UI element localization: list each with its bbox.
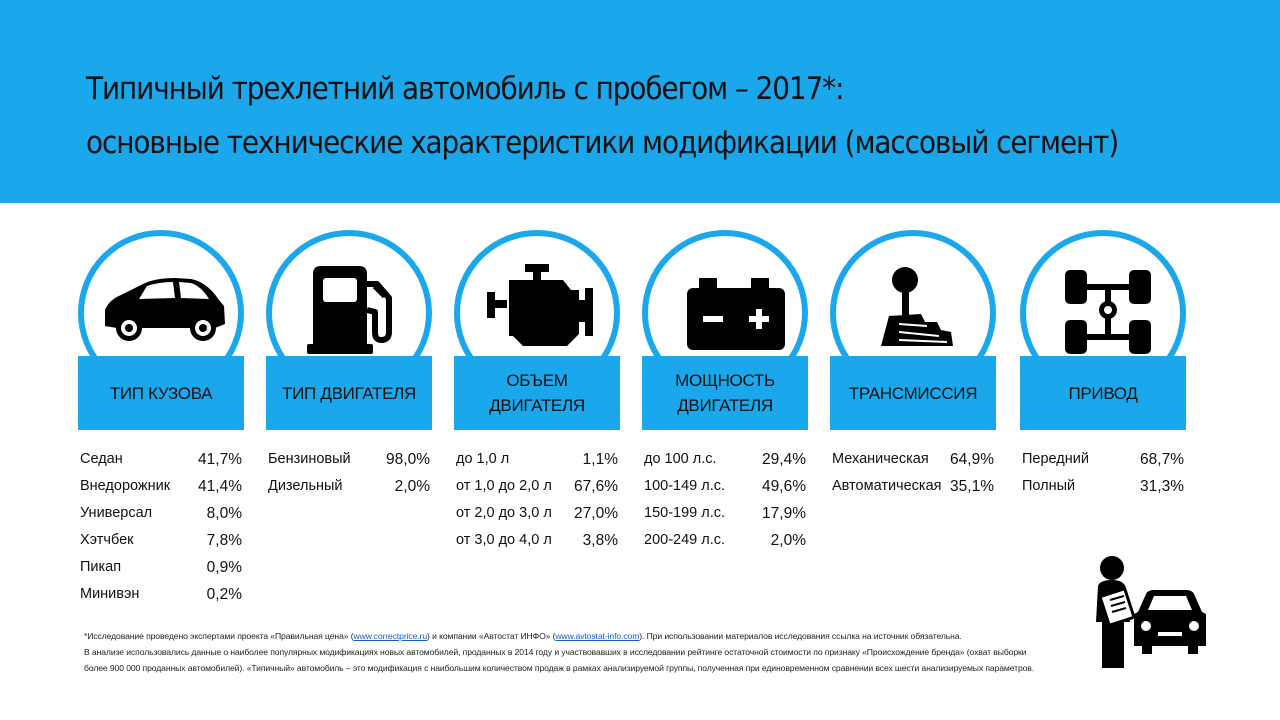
- footnote-line-3: более 900 000 проданных автомобилей). «Т…: [84, 663, 1035, 673]
- list-item: Пикап 0,9%: [80, 554, 242, 581]
- item-name: 150-199 л.с.: [644, 505, 726, 521]
- item-value: 49,6%: [762, 478, 806, 495]
- list-item: от 1,0 до 2,0 л 67,6%: [456, 473, 618, 500]
- list-item: Передний 68,7%: [1022, 446, 1184, 473]
- list-item: Полный 31,3%: [1022, 473, 1184, 500]
- item-value: 41,4%: [198, 478, 242, 495]
- list-item: Универсал 8,0%: [80, 500, 242, 527]
- item-name: от 1,0 до 2,0 л: [456, 478, 552, 494]
- list-item: 150-199 л.с. 17,9%: [644, 500, 806, 527]
- value-list: до 1,0 л 1,1% от 1,0 до 2,0 л 67,6% от 2,0…: [456, 446, 618, 554]
- list-item: 200-249 л.с. 2,0%: [644, 527, 806, 554]
- item-value: 2,0%: [394, 478, 430, 495]
- list-item: Автоматическая 35,1%: [832, 473, 994, 500]
- item-name: Дизельный: [268, 478, 343, 494]
- column-label: ОБЪЕМ ДВИГАТЕЛЯ: [454, 356, 620, 430]
- item-name: Пикап: [80, 559, 122, 575]
- list-item: 100-149 л.с. 49,6%: [644, 473, 806, 500]
- item-name: от 2,0 до 3,0 л: [456, 505, 552, 521]
- battery-icon: [687, 278, 785, 350]
- list-item: от 2,0 до 3,0 л 27,0%: [456, 500, 618, 527]
- column-label: МОЩНОСТЬ ДВИГАТЕЛЯ: [642, 356, 808, 430]
- list-item: Хэтчбек 7,8%: [80, 527, 242, 554]
- value-list: Бензиновый 98,0% Дизельный 2,0%: [268, 446, 430, 500]
- list-item: Механическая 64,9%: [832, 446, 994, 473]
- column-label: ТИП ДВИГАТЕЛЯ: [266, 356, 432, 430]
- item-value: 68,7%: [1140, 451, 1184, 468]
- item-name: до 100 л.с.: [644, 451, 717, 467]
- footnote-text: *Исследование проведено экспертами проек…: [84, 631, 354, 641]
- item-value: 27,0%: [574, 505, 618, 522]
- item-name: Передний: [1022, 451, 1089, 467]
- footnote-text: ). При использовании материалов исследов…: [639, 631, 962, 641]
- item-value: 7,8%: [206, 532, 242, 549]
- item-name: Полный: [1022, 478, 1076, 494]
- header-banner: Типичный трехлетний автомобиль с пробего…: [0, 0, 1280, 203]
- page-title: Типичный трехлетний автомобиль с пробего…: [86, 62, 1119, 170]
- drivetrain-icon: [1065, 270, 1151, 354]
- item-value: 41,7%: [198, 451, 242, 468]
- fuel-pump-icon: [307, 266, 392, 354]
- value-list: Механическая 64,9% Автоматическая 35,1%: [832, 446, 994, 500]
- value-list: до 100 л.с. 29,4% 100-149 л.с. 49,6% 150-1…: [644, 446, 806, 554]
- item-value: 35,1%: [950, 478, 994, 495]
- column-label: ПРИВОД: [1020, 356, 1186, 430]
- item-value: 98,0%: [386, 451, 430, 468]
- footnote-line-2: В анализе использовались данные о наибол…: [84, 647, 1027, 657]
- item-value: 3,8%: [582, 532, 618, 549]
- list-item: от 3,0 до 4,0 л 3,8%: [456, 527, 618, 554]
- item-name: Внедорожник: [80, 478, 171, 494]
- gear-shift-icon: [881, 267, 953, 346]
- value-list: Седан 41,7% Внедорожник 41,4% Универсал 8,0…: [80, 446, 242, 608]
- list-item: Бензиновый 98,0%: [268, 446, 430, 473]
- list-item: Дизельный 2,0%: [268, 473, 430, 500]
- footnote: *Исследование проведено экспертами проек…: [84, 628, 1124, 676]
- item-value: 0,9%: [206, 559, 242, 576]
- car-icon: [105, 278, 225, 341]
- item-name: 200-249 л.с.: [644, 532, 726, 548]
- item-name: Автоматическая: [832, 478, 942, 494]
- title-line-2: основные технические характеристики моди…: [86, 125, 1119, 161]
- item-name: до 1,0 л: [456, 451, 510, 467]
- item-name: от 3,0 до 4,0 л: [456, 532, 552, 548]
- list-item: до 1,0 л 1,1%: [456, 446, 618, 473]
- footnote-text: ) и компании «Автостат ИНФО» (: [427, 631, 556, 641]
- item-name: Механическая: [832, 451, 929, 467]
- value-list: Передний 68,7% Полный 31,3%: [1022, 446, 1184, 500]
- item-name: Хэтчбек: [80, 532, 134, 548]
- engine-icon: [487, 264, 593, 346]
- item-value: 29,4%: [762, 451, 806, 468]
- item-value: 31,3%: [1140, 478, 1184, 495]
- item-value: 67,6%: [574, 478, 618, 495]
- item-value: 8,0%: [206, 505, 242, 522]
- item-name: Седан: [80, 451, 123, 467]
- item-name: Бензиновый: [268, 451, 351, 467]
- footnote-line-1: *Исследование проведено экспертами проек…: [84, 628, 1124, 644]
- item-name: Минивэн: [80, 586, 140, 602]
- column-label: ТИП КУЗОВА: [78, 356, 244, 430]
- item-value: 1,1%: [582, 451, 618, 468]
- correctprice-link[interactable]: www.correctprice.ru: [353, 631, 428, 641]
- item-value: 64,9%: [950, 451, 994, 468]
- title-line-1: Типичный трехлетний автомобиль с пробего…: [86, 71, 845, 107]
- list-item: Минивэн 0,2%: [80, 581, 242, 608]
- list-item: до 100 л.с. 29,4%: [644, 446, 806, 473]
- item-value: 0,2%: [206, 586, 242, 603]
- item-name: 100-149 л.с.: [644, 478, 726, 494]
- item-value: 17,9%: [762, 505, 806, 522]
- item-value: 2,0%: [770, 532, 806, 549]
- car-inspector-icon: [1096, 556, 1206, 668]
- avtostat-link[interactable]: www.avtostat-info.com: [555, 631, 640, 641]
- item-name: Универсал: [80, 505, 153, 521]
- list-item: Седан 41,7%: [80, 446, 242, 473]
- column-label: ТРАНСМИССИЯ: [830, 356, 996, 430]
- list-item: Внедорожник 41,4%: [80, 473, 242, 500]
